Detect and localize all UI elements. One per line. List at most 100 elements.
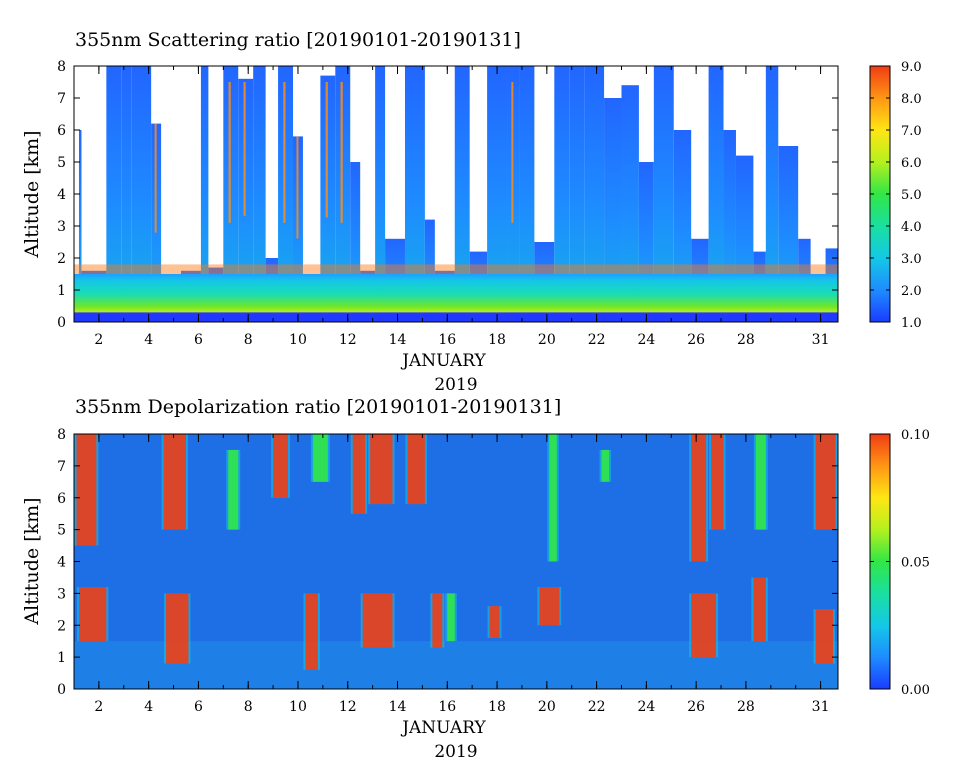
signal-column-28: [454, 66, 470, 322]
x-tick-label: 10: [289, 332, 307, 348]
signal-column-4: [121, 66, 132, 322]
signal-column-30: [487, 66, 508, 322]
x-tick-label: 22: [588, 332, 606, 348]
signal-column-37: [604, 98, 622, 322]
depol-feature-24: [815, 609, 834, 664]
high-ratio-cloud-12: [228, 82, 231, 223]
x-tick-label: 20: [538, 332, 556, 348]
depol-feature-8: [352, 434, 366, 514]
y-tick-label: 7: [57, 459, 66, 475]
x-tick-label: 24: [637, 332, 655, 348]
y-tick-label: 7: [57, 91, 66, 107]
depol-feature-18: [691, 434, 707, 562]
x-tick-label: 22: [588, 699, 606, 715]
depol-feature-15: [539, 587, 560, 626]
y-tick-label: 5: [57, 523, 66, 539]
y-tick-label: 4: [57, 555, 66, 571]
signal-column-32: [519, 66, 535, 322]
depol-feature-4: [228, 449, 239, 530]
signal-column-23: [375, 66, 386, 322]
x-tick-label: 10: [289, 699, 307, 715]
x-tick-label: 6: [194, 699, 203, 715]
high-ratio-cloud-20: [340, 82, 343, 223]
high-ratio-cloud-16: [283, 82, 286, 223]
x-tick-label: 28: [737, 332, 755, 348]
x-tick-label: 2: [94, 699, 103, 715]
signal-column-1: [78, 130, 82, 322]
depol-feature-10: [362, 593, 393, 648]
x-tick-label: 26: [687, 699, 705, 715]
signal-column-43: [708, 66, 724, 322]
x-tick-label: 16: [438, 332, 456, 348]
depol-feature-3: [166, 593, 189, 664]
x-axis-year-label: 2019: [434, 375, 477, 395]
near-ground-layer: [74, 312, 838, 322]
signal-column-26: [424, 219, 435, 322]
depol-feature-19: [691, 593, 717, 658]
signal-column-25: [404, 66, 425, 322]
high-ratio-cloud-31: [511, 82, 514, 223]
signal-column-14: [253, 66, 266, 322]
y-tick-label: 8: [57, 427, 66, 443]
x-tick-label: 8: [244, 332, 253, 348]
heatmap-plot-area: [74, 66, 838, 322]
x-tick-label: 14: [389, 699, 407, 715]
y-tick-label: 1: [57, 283, 66, 299]
colorbar-tick-label: 3.0: [901, 252, 922, 267]
depolarization-ratio-panel: 355nm Depolarization ratio [20190101-201…: [21, 396, 930, 762]
y-tick-label: 2: [57, 251, 66, 267]
depol-feature-11: [407, 434, 425, 505]
x-axis-label: JANUARY: [400, 718, 486, 738]
depol-feature-23: [815, 434, 836, 530]
depol-feature-9: [370, 434, 393, 505]
depol-feature-5: [273, 434, 289, 498]
high-ratio-cloud-17: [296, 136, 299, 239]
colorbar-tick-label: 7.0: [901, 124, 922, 139]
depol-feature-14: [489, 606, 500, 638]
chart-title: 355nm Depolarization ratio [20190101-201…: [75, 396, 561, 418]
depol-feature-12: [432, 593, 443, 648]
signal-column-40: [653, 66, 674, 322]
colorbar-tick-label: 0.00: [901, 683, 930, 698]
high-ratio-cloud-13: [243, 82, 246, 216]
depol-feature-6: [305, 593, 318, 670]
x-tick-label: 6: [194, 332, 203, 348]
signal-column-10: [200, 66, 209, 322]
chart-title: 355nm Scattering ratio [20190101-2019013…: [75, 29, 521, 51]
y-tick-label: 0: [57, 315, 66, 331]
x-tick-label: 12: [339, 699, 357, 715]
x-tick-label: 26: [687, 332, 705, 348]
depol-feature-17: [601, 449, 610, 482]
colorbar: 0.00 0.05 0.10: [869, 428, 930, 698]
colorbar-tick-label: 6.0: [901, 156, 922, 171]
y-tick-label: 2: [57, 618, 66, 634]
colorbar-tick-label: 2.0: [901, 284, 922, 299]
x-tick-label: 16: [438, 699, 456, 715]
signal-column-21: [350, 162, 361, 322]
x-tick-label: 28: [737, 699, 755, 715]
x-tick-label: 12: [339, 332, 357, 348]
depol-feature-2: [163, 434, 186, 530]
low-cloud-top-layer: [74, 264, 838, 274]
colorbar-tick-label: 4.0: [901, 220, 922, 235]
signal-column-35: [569, 66, 585, 322]
x-tick-label: 24: [637, 699, 655, 715]
scattering-ratio-panel: 355nm Scattering ratio [20190101-2019013…: [21, 29, 922, 395]
x-tick-label: 18: [488, 332, 506, 348]
colorbar-tick-label: 1.0: [901, 316, 922, 331]
depol-feature-21: [753, 577, 766, 642]
x-tick-label: 2: [94, 332, 103, 348]
y-tick-label: 6: [57, 123, 66, 139]
colorbar-tick-label: 5.0: [901, 188, 922, 203]
depol-feature-20: [711, 434, 724, 530]
depol-feature-13: [447, 593, 455, 642]
heatmap-plot-area: [74, 434, 838, 689]
x-tick-label: 18: [488, 699, 506, 715]
signal-column-47: [765, 66, 779, 322]
signal-column-38: [621, 85, 639, 322]
high-ratio-cloud-19: [325, 82, 328, 218]
